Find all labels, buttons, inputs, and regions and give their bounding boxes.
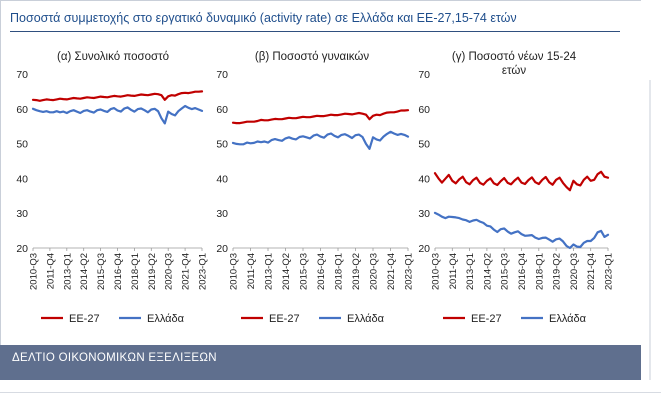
y-tick-label: 20 [418,243,430,255]
x-tick-label: 2020-Q3 [569,253,580,290]
x-tick-label: 2020-Q3 [164,253,175,290]
figure-frame [0,0,641,380]
series-line-greece [31,104,204,125]
y-tick-label: 50 [16,139,28,151]
legend-label: Ελλάδα [549,313,587,325]
x-tick-label: 2011-Q4 [246,253,257,289]
x-tick-label: 2021-Q4 [181,253,192,290]
x-tick-label: 2023-Q1 [198,253,209,290]
series-line-greece [433,211,610,250]
chart-title: (β) Ποσοστό γυναικών [255,51,369,63]
legend-label: Ελλάδα [147,313,185,325]
series-line-eu27 [31,90,204,102]
y-tick-label: 70 [216,69,228,81]
x-tick-label: 2020-Q3 [369,253,380,290]
legend-label: Ελλάδα [347,313,385,325]
y-tick-label: 40 [216,173,228,185]
x-tick-label: 2014-Q2 [79,253,90,290]
x-tick-label: 2016-Q4 [113,253,124,290]
chart-panel-3: (γ) Ποσοστό νέων 15-24 ετών 20 30 40 50 60 70 20… [418,51,614,325]
x-tick-label: 2013-Q1 [465,253,476,290]
x-tick-label: 2010-Q3 [229,253,240,290]
figure-title: Ποσοστά συμμετοχής στο εργατικό δυναμικό… [10,11,517,25]
x-tick-label: 2011-Q4 [45,253,56,289]
y-tick-label: 20 [16,243,28,255]
x-tick-label: 2014-Q2 [482,253,493,290]
x-tick-label: 2010-Q3 [431,253,442,290]
x-tick-label: 2019-Q2 [351,253,362,290]
title-rule [10,31,620,32]
legend-label: ΕΕ-27 [471,313,502,325]
legend-label: ΕΕ-27 [69,313,100,325]
chart-title: (γ) Ποσοστό νέων 15-24 [452,51,577,63]
x-tick-label: 2018-Q1 [534,253,545,290]
series-line-eu27 [231,109,410,125]
x-tick-label: 2011-Q4 [448,253,459,289]
y-tick-label: 70 [418,69,430,81]
y-tick-label: 40 [418,173,430,185]
y-tick-label: 60 [418,104,430,116]
y-tick-label: 60 [16,104,28,116]
x-tick-label: 2023-Q1 [604,253,615,290]
x-tick-label: 2014-Q2 [281,253,292,290]
footer-banner: ΔΕΛΤΙΟ ΟΙΚΟΝΟΜΙΚΩΝ ΕΞΕΛΙΞΕΩΝ [0,345,641,380]
chart-title: (α) Συνολικό ποσοστό [57,51,169,63]
x-tick-label: 2010-Q3 [29,253,40,290]
y-tick-label: 30 [216,208,228,220]
x-tick-label: 2019-Q2 [147,253,158,290]
series-line-eu27 [433,170,610,192]
x-tick-label: 2019-Q2 [552,253,563,290]
y-tick-label: 70 [16,69,28,81]
y-tick-label: 30 [418,208,430,220]
legend-label: ΕΕ-27 [269,313,300,325]
chart-title: ετών [502,65,526,77]
x-tick-label: 2015-Q3 [299,253,310,290]
x-tick-label: 2016-Q4 [316,253,327,290]
x-tick-label: 2016-Q4 [517,253,528,290]
y-tick-label: 40 [16,173,28,185]
y-tick-label: 20 [216,243,228,255]
right-margin [641,0,661,410]
x-tick-label: 2013-Q1 [62,253,73,290]
y-tick-label: 30 [16,208,28,220]
chart-panel-2: (β) Ποσοστό γυναικών 20 30 40 50 60 70 2010-Q3 2… [216,51,414,325]
x-tick-label: 2023-Q1 [404,253,415,290]
y-tick-label: 50 [418,139,430,151]
x-tick-label: 2015-Q3 [500,253,511,290]
x-tick-label: 2021-Q4 [386,253,397,290]
x-tick-label: 2018-Q1 [130,253,141,290]
x-tick-label: 2013-Q1 [264,253,275,290]
series-line-greece [231,130,410,150]
x-tick-label: 2015-Q3 [96,253,107,290]
x-tick-label: 2018-Q1 [334,253,345,290]
chart-panel-1: (α) Συνολικό ποσοστό 20 30 40 50 60 70 2010-Q3 2… [16,51,208,325]
x-tick-label: 2021-Q4 [586,253,597,290]
bottom-divider [0,392,661,393]
y-tick-label: 60 [216,104,228,116]
y-tick-label: 50 [216,139,228,151]
